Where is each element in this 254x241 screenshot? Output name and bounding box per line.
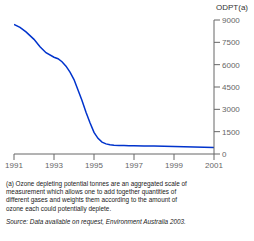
svg-text:9000: 9000: [222, 16, 240, 25]
svg-text:1999: 1999: [165, 161, 183, 170]
html-text:(a) Ozone depleting potential: (a) Ozone depleting potential tonnes are…: [6, 180, 187, 187]
svg-text:1997: 1997: [125, 161, 143, 170]
svg-text:1500: 1500: [222, 128, 240, 137]
svg-text:1993: 1993: [45, 161, 63, 170]
html-text:measurement which allows one t: measurement which allows one to add toge…: [6, 188, 177, 196]
svg-text:2001: 2001: [205, 161, 223, 170]
svg-text:7500: 7500: [222, 38, 240, 47]
svg-text:6000: 6000: [222, 61, 240, 70]
svg-text:1995: 1995: [85, 161, 103, 170]
svg-text:3000: 3000: [222, 105, 240, 114]
html-text:Source: Data available on requ: Source: Data available on request, Envir…: [6, 217, 186, 225]
svg-text:4500: 4500: [222, 83, 240, 92]
svg-text:0: 0: [222, 150, 227, 159]
svg-text:1991: 1991: [8, 161, 23, 170]
html-text:different gases and weights th: different gases and weights them accordi…: [6, 196, 178, 204]
html-text:ODPT(a): ODPT(a): [216, 3, 248, 12]
html-text:ozone each could potentially d: ozone each could potentially deplete.: [6, 204, 112, 212]
